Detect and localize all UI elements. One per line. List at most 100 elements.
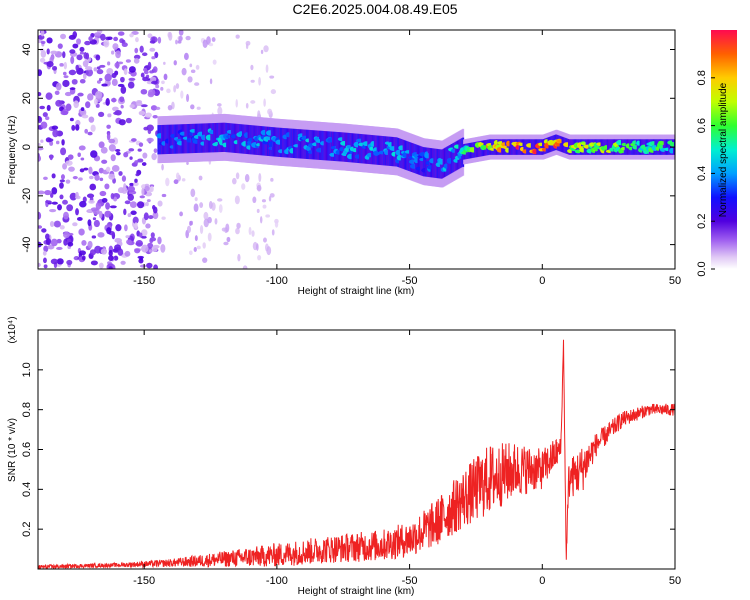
- noise-mark: [69, 117, 74, 122]
- noise-mark: [141, 244, 149, 253]
- x-tick-label: -150: [133, 275, 155, 287]
- noise-mark: [54, 90, 60, 96]
- noise-mark: [175, 39, 178, 45]
- noise-mark: [40, 30, 45, 37]
- colorbar-ticks: 0.0 0.2 0.4 0.6 0.8: [696, 70, 715, 277]
- noise-mark: [211, 37, 216, 42]
- noise-mark: [256, 184, 262, 192]
- noise-mark: [78, 250, 86, 256]
- noise-mark: [250, 100, 256, 104]
- x-tick-label: -150: [133, 575, 155, 587]
- noise-mark: [63, 231, 70, 239]
- noise-mark: [69, 192, 77, 201]
- noise-mark: [59, 179, 65, 183]
- noise-mark: [94, 98, 98, 105]
- noise-mark: [134, 178, 138, 183]
- noise-mark: [153, 148, 158, 154]
- noise-mark: [91, 235, 97, 239]
- noise-mark: [121, 42, 128, 48]
- noise-mark: [202, 39, 208, 48]
- noise-mark: [140, 235, 147, 239]
- noise-mark: [46, 104, 51, 111]
- noise-mark: [128, 148, 135, 152]
- noise-mark: [81, 255, 86, 261]
- noise-mark: [134, 160, 139, 165]
- noise-mark: [143, 70, 149, 75]
- noise-mark: [160, 86, 164, 91]
- noise-mark: [271, 229, 275, 236]
- noise-mark: [127, 81, 135, 89]
- noise-mark: [168, 31, 173, 41]
- noise-mark: [105, 202, 111, 210]
- noise-mark: [97, 232, 105, 238]
- noise-mark: [202, 257, 208, 263]
- noise-mark: [49, 154, 53, 161]
- noise-mark: [52, 65, 58, 71]
- noise-mark: [214, 218, 218, 225]
- noise-mark: [258, 173, 262, 183]
- noise-mark: [119, 96, 125, 103]
- spectrogram-marks: [38, 30, 675, 269]
- noise-mark: [147, 128, 152, 135]
- colorbar-tick-label: 0.4: [696, 166, 708, 181]
- noise-mark: [203, 211, 209, 220]
- noise-mark: [115, 50, 121, 59]
- noise-mark: [40, 121, 48, 129]
- noise-mark: [90, 124, 96, 132]
- noise-mark: [51, 201, 58, 205]
- noise-mark: [94, 174, 100, 181]
- noise-mark: [85, 68, 94, 77]
- noise-mark: [60, 174, 65, 180]
- noise-mark: [43, 257, 47, 264]
- noise-mark: [67, 154, 74, 160]
- noise-mark: [70, 56, 75, 65]
- noise-mark: [145, 201, 149, 207]
- noise-mark: [163, 73, 168, 81]
- y-tick-label: 0.4: [21, 482, 33, 497]
- noise-mark: [111, 72, 117, 79]
- noise-mark: [40, 40, 46, 45]
- spectrogram-frame: [37, 29, 676, 270]
- noise-mark: [62, 71, 67, 76]
- noise-mark: [50, 192, 54, 198]
- noise-mark: [80, 109, 87, 117]
- noise-mark: [139, 195, 146, 199]
- noise-mark: [105, 166, 111, 172]
- noise-mark: [163, 61, 166, 65]
- noise-mark: [147, 33, 153, 39]
- noise-mark: [96, 80, 101, 84]
- noise-mark: [151, 153, 157, 161]
- noise-mark: [263, 237, 267, 243]
- noise-mark: [78, 177, 83, 181]
- noise-mark: [90, 207, 98, 212]
- noise-mark: [57, 204, 62, 211]
- noise-mark: [151, 80, 158, 85]
- noise-mark: [193, 203, 199, 213]
- noise-mark: [149, 40, 156, 44]
- noise-mark: [78, 228, 85, 236]
- noise-mark: [157, 236, 162, 245]
- noise-mark: [104, 210, 112, 218]
- noise-mark: [50, 238, 58, 247]
- noise-mark: [111, 78, 118, 87]
- noise-mark: [127, 185, 135, 193]
- noise-mark: [145, 112, 152, 118]
- noise-mark: [101, 197, 108, 203]
- noise-mark: [115, 224, 122, 232]
- noise-mark: [100, 146, 108, 154]
- noise-mark: [51, 173, 56, 179]
- noise-mark: [109, 205, 117, 209]
- noise-mark: [124, 224, 128, 232]
- noise-mark: [96, 69, 104, 75]
- noise-mark: [130, 210, 137, 216]
- noise-mark: [56, 238, 62, 244]
- noise-mark: [98, 210, 103, 219]
- noise-mark: [113, 196, 118, 202]
- noise-mark: [157, 200, 163, 207]
- noise-mark: [178, 35, 183, 42]
- noise-mark: [196, 106, 201, 110]
- noise-mark: [93, 219, 100, 228]
- noise-mark: [185, 35, 191, 41]
- noise-mark: [150, 232, 155, 238]
- noise-mark: [142, 152, 148, 159]
